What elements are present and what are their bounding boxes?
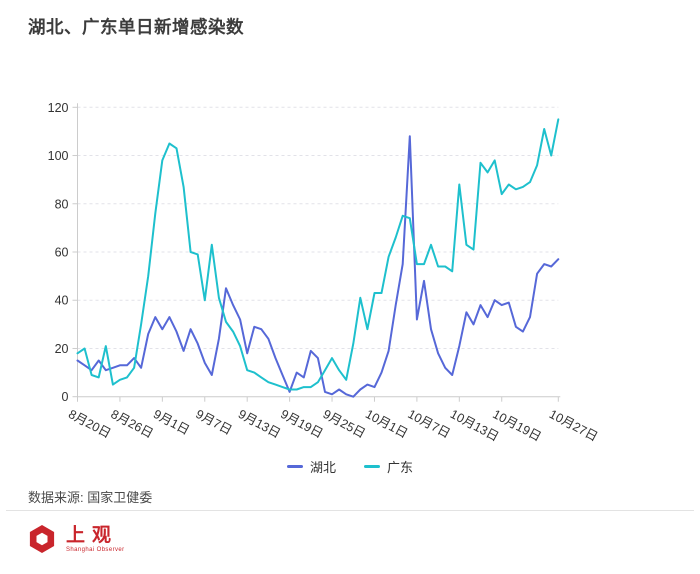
x-axis-label-4: 9月13日 xyxy=(236,407,283,441)
series-line-广东[interactable] xyxy=(76,118,560,391)
x-axis-label-7: 10月1日 xyxy=(363,407,410,441)
x-axis-label-2: 9月1日 xyxy=(151,407,192,438)
x-axis-label-1: 8月26日 xyxy=(109,407,156,441)
data-source-note: 数据来源: 国家卫健委 xyxy=(28,490,153,505)
legend-label-guangdong: 广东 xyxy=(387,460,414,475)
chart-legend: 湖北 广东 xyxy=(0,457,700,476)
series-line-湖北[interactable] xyxy=(76,135,560,398)
legend-item-guangdong[interactable]: 广东 xyxy=(364,457,413,476)
y-axis-label-40: 40 xyxy=(55,294,69,308)
y-axis-label-60: 60 xyxy=(55,246,69,260)
x-axis-label-3: 9月7日 xyxy=(193,407,234,438)
x-axis-label-10: 10月19日 xyxy=(490,407,543,444)
y-axis-label-20: 20 xyxy=(55,342,69,356)
hubei-line-swatch-icon xyxy=(286,465,303,468)
y-axis-label-100: 100 xyxy=(48,149,69,163)
logo-text-en: Shanghai Observer xyxy=(66,547,125,553)
x-axis-label-0: 8月20日 xyxy=(66,407,113,441)
y-axis-label-80: 80 xyxy=(55,197,69,211)
guangdong-line-swatch-icon xyxy=(364,465,380,468)
logo-text-cn: 上观 xyxy=(66,524,119,546)
x-axis-label-5: 9月19日 xyxy=(278,407,325,441)
footer-divider xyxy=(6,510,694,511)
hexagon-logo-icon xyxy=(29,525,55,553)
shanghai-observer-logo: 上观 Shanghai Observer xyxy=(26,523,125,555)
x-axis-label-11: 10月27日 xyxy=(547,407,600,444)
y-axis-label-0: 0 xyxy=(62,390,69,404)
legend-item-hubei[interactable]: 湖北 xyxy=(286,457,336,476)
y-axis-label-120: 120 xyxy=(48,101,69,115)
x-axis-label-8: 10月7日 xyxy=(405,407,452,441)
legend-label-hubei: 湖北 xyxy=(309,460,336,475)
x-axis-label-6: 9月25日 xyxy=(321,407,368,441)
page-title: 湖北、广东单日新增感染数 xyxy=(28,17,244,37)
